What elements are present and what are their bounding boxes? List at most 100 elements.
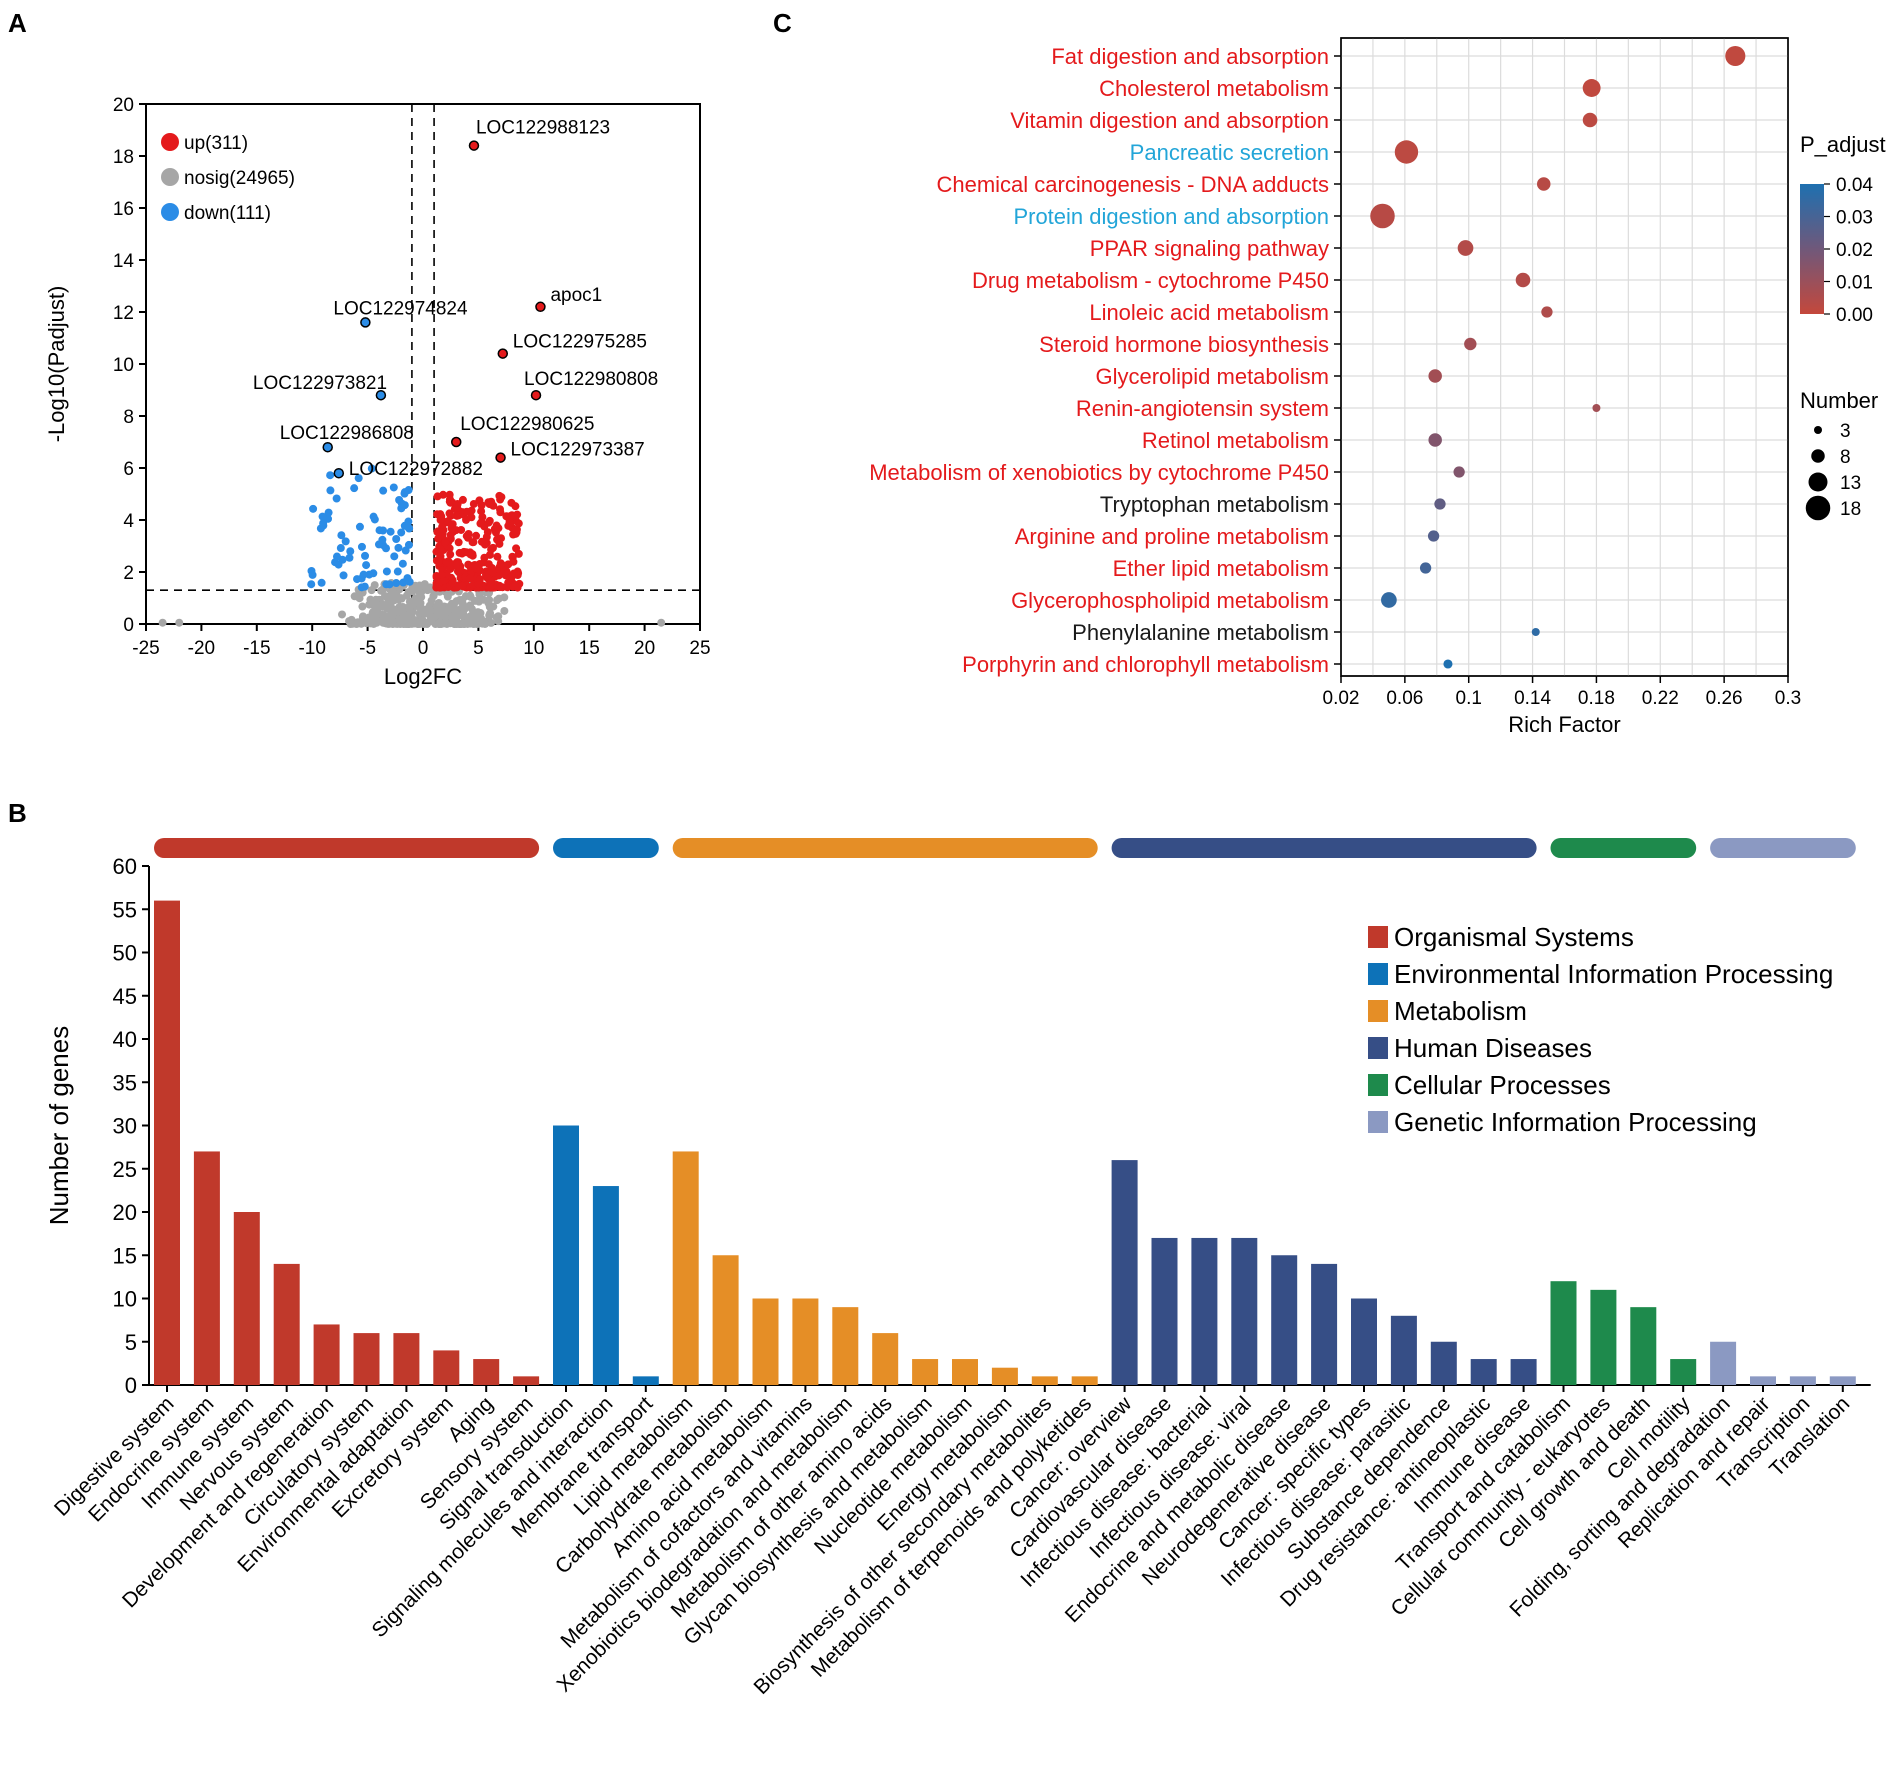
bar xyxy=(1111,1160,1138,1385)
labeled-gene-point xyxy=(450,436,462,448)
nosig-point xyxy=(427,596,436,605)
legend-marker xyxy=(161,168,179,186)
nosig-point xyxy=(434,598,443,607)
down-point xyxy=(346,547,355,556)
pathway-bubble xyxy=(1428,433,1442,447)
pathway-bubble xyxy=(1381,592,1397,608)
up-point xyxy=(495,583,504,592)
nosig-point xyxy=(493,596,502,605)
down-point xyxy=(318,512,327,521)
y-tick-label: 15 xyxy=(113,1243,137,1268)
x-tick-label: 10 xyxy=(523,638,544,659)
up-point xyxy=(469,499,478,508)
bar xyxy=(1750,1376,1776,1385)
labeled-gene-point xyxy=(497,348,509,359)
nosig-point xyxy=(415,603,424,612)
up-point xyxy=(506,518,515,527)
y-axis-title: Number of genes xyxy=(44,1026,74,1225)
bar xyxy=(154,900,180,1385)
nosig-point xyxy=(485,595,494,604)
bar xyxy=(1191,1237,1218,1385)
up-point xyxy=(469,538,478,547)
legend-swatch xyxy=(1368,1037,1388,1059)
pathway-bubble xyxy=(1541,306,1553,318)
point-cloud xyxy=(158,464,666,628)
nosig-point xyxy=(388,619,397,628)
bar xyxy=(1430,1341,1457,1385)
pathway-bubble xyxy=(1531,628,1540,636)
nosig-point xyxy=(352,619,361,628)
x-axis-title: Rich Factor xyxy=(1508,712,1620,737)
pathway-bubble xyxy=(1725,45,1746,67)
down-point xyxy=(317,578,326,587)
bar xyxy=(353,1333,380,1385)
up-point xyxy=(509,557,518,566)
nosig-point xyxy=(408,600,417,609)
up-point xyxy=(497,534,506,543)
group-header-bar xyxy=(1710,838,1856,858)
nosig-point xyxy=(383,593,392,602)
y-tick-label: 0 xyxy=(125,1373,137,1398)
y-tick-label: 60 xyxy=(113,854,137,879)
up-point xyxy=(437,512,446,521)
pathway-label: Ether lipid metabolism xyxy=(1113,556,1329,581)
up-point xyxy=(436,527,445,536)
nosig-point xyxy=(434,619,443,628)
y-tick-label: 45 xyxy=(113,984,137,1009)
up-point xyxy=(475,575,484,584)
down-point xyxy=(390,552,399,561)
bar xyxy=(553,1125,579,1385)
size-legend-label: 3 xyxy=(1840,421,1851,442)
legend-label: Genetic Information Processing xyxy=(1394,1107,1757,1137)
down-point xyxy=(370,515,379,524)
bar xyxy=(1829,1376,1856,1385)
panel-label-c: C xyxy=(773,8,792,38)
up-point xyxy=(476,519,485,528)
pathway-bubble xyxy=(1582,79,1601,97)
y-tick-label: 20 xyxy=(113,95,134,116)
bar xyxy=(872,1333,899,1385)
nosig-point xyxy=(469,608,478,617)
y-tick-label: 40 xyxy=(113,1027,137,1052)
down-point xyxy=(341,537,350,546)
nosig-point xyxy=(478,618,487,627)
gene-label: LOC122974824 xyxy=(333,298,468,319)
down-point xyxy=(324,508,333,517)
size-legend-dot xyxy=(1808,472,1828,492)
down-point xyxy=(359,570,368,579)
labeled-gene-point xyxy=(530,389,542,401)
down-point xyxy=(336,544,345,553)
down-point xyxy=(386,527,395,536)
down-point xyxy=(350,484,359,493)
bar xyxy=(1151,1237,1178,1385)
bar xyxy=(1390,1315,1417,1385)
pathway-label: Porphyrin and chlorophyll metabolism xyxy=(962,652,1329,677)
bar xyxy=(1470,1359,1497,1385)
up-point xyxy=(466,550,475,559)
y-tick-label: 5 xyxy=(125,1330,137,1355)
gene-label: LOC122980808 xyxy=(524,369,658,390)
y-tick-label: 30 xyxy=(113,1114,137,1139)
x-tick-label: 20 xyxy=(634,638,655,659)
down-point xyxy=(379,486,388,495)
nosig-point xyxy=(350,592,359,601)
up-point xyxy=(453,499,462,508)
y-tick-label: 4 xyxy=(123,511,134,532)
bar xyxy=(1510,1359,1537,1385)
down-point xyxy=(309,504,318,513)
pathway-bubble xyxy=(1453,466,1465,478)
panel-label-a: A xyxy=(8,8,27,38)
down-point xyxy=(394,543,403,552)
up-point xyxy=(503,512,512,521)
nosig-point xyxy=(486,609,495,618)
nosig-point xyxy=(500,606,509,615)
up-point xyxy=(513,510,522,519)
up-point xyxy=(487,578,496,587)
y-tick-label: 6 xyxy=(123,459,134,480)
pathway-bubble xyxy=(1464,337,1477,351)
legend-marker xyxy=(161,203,179,221)
nosig-point xyxy=(371,595,380,604)
up-point xyxy=(448,579,457,588)
nosig-point xyxy=(414,619,423,628)
x-tick-label: 0.22 xyxy=(1642,688,1679,709)
